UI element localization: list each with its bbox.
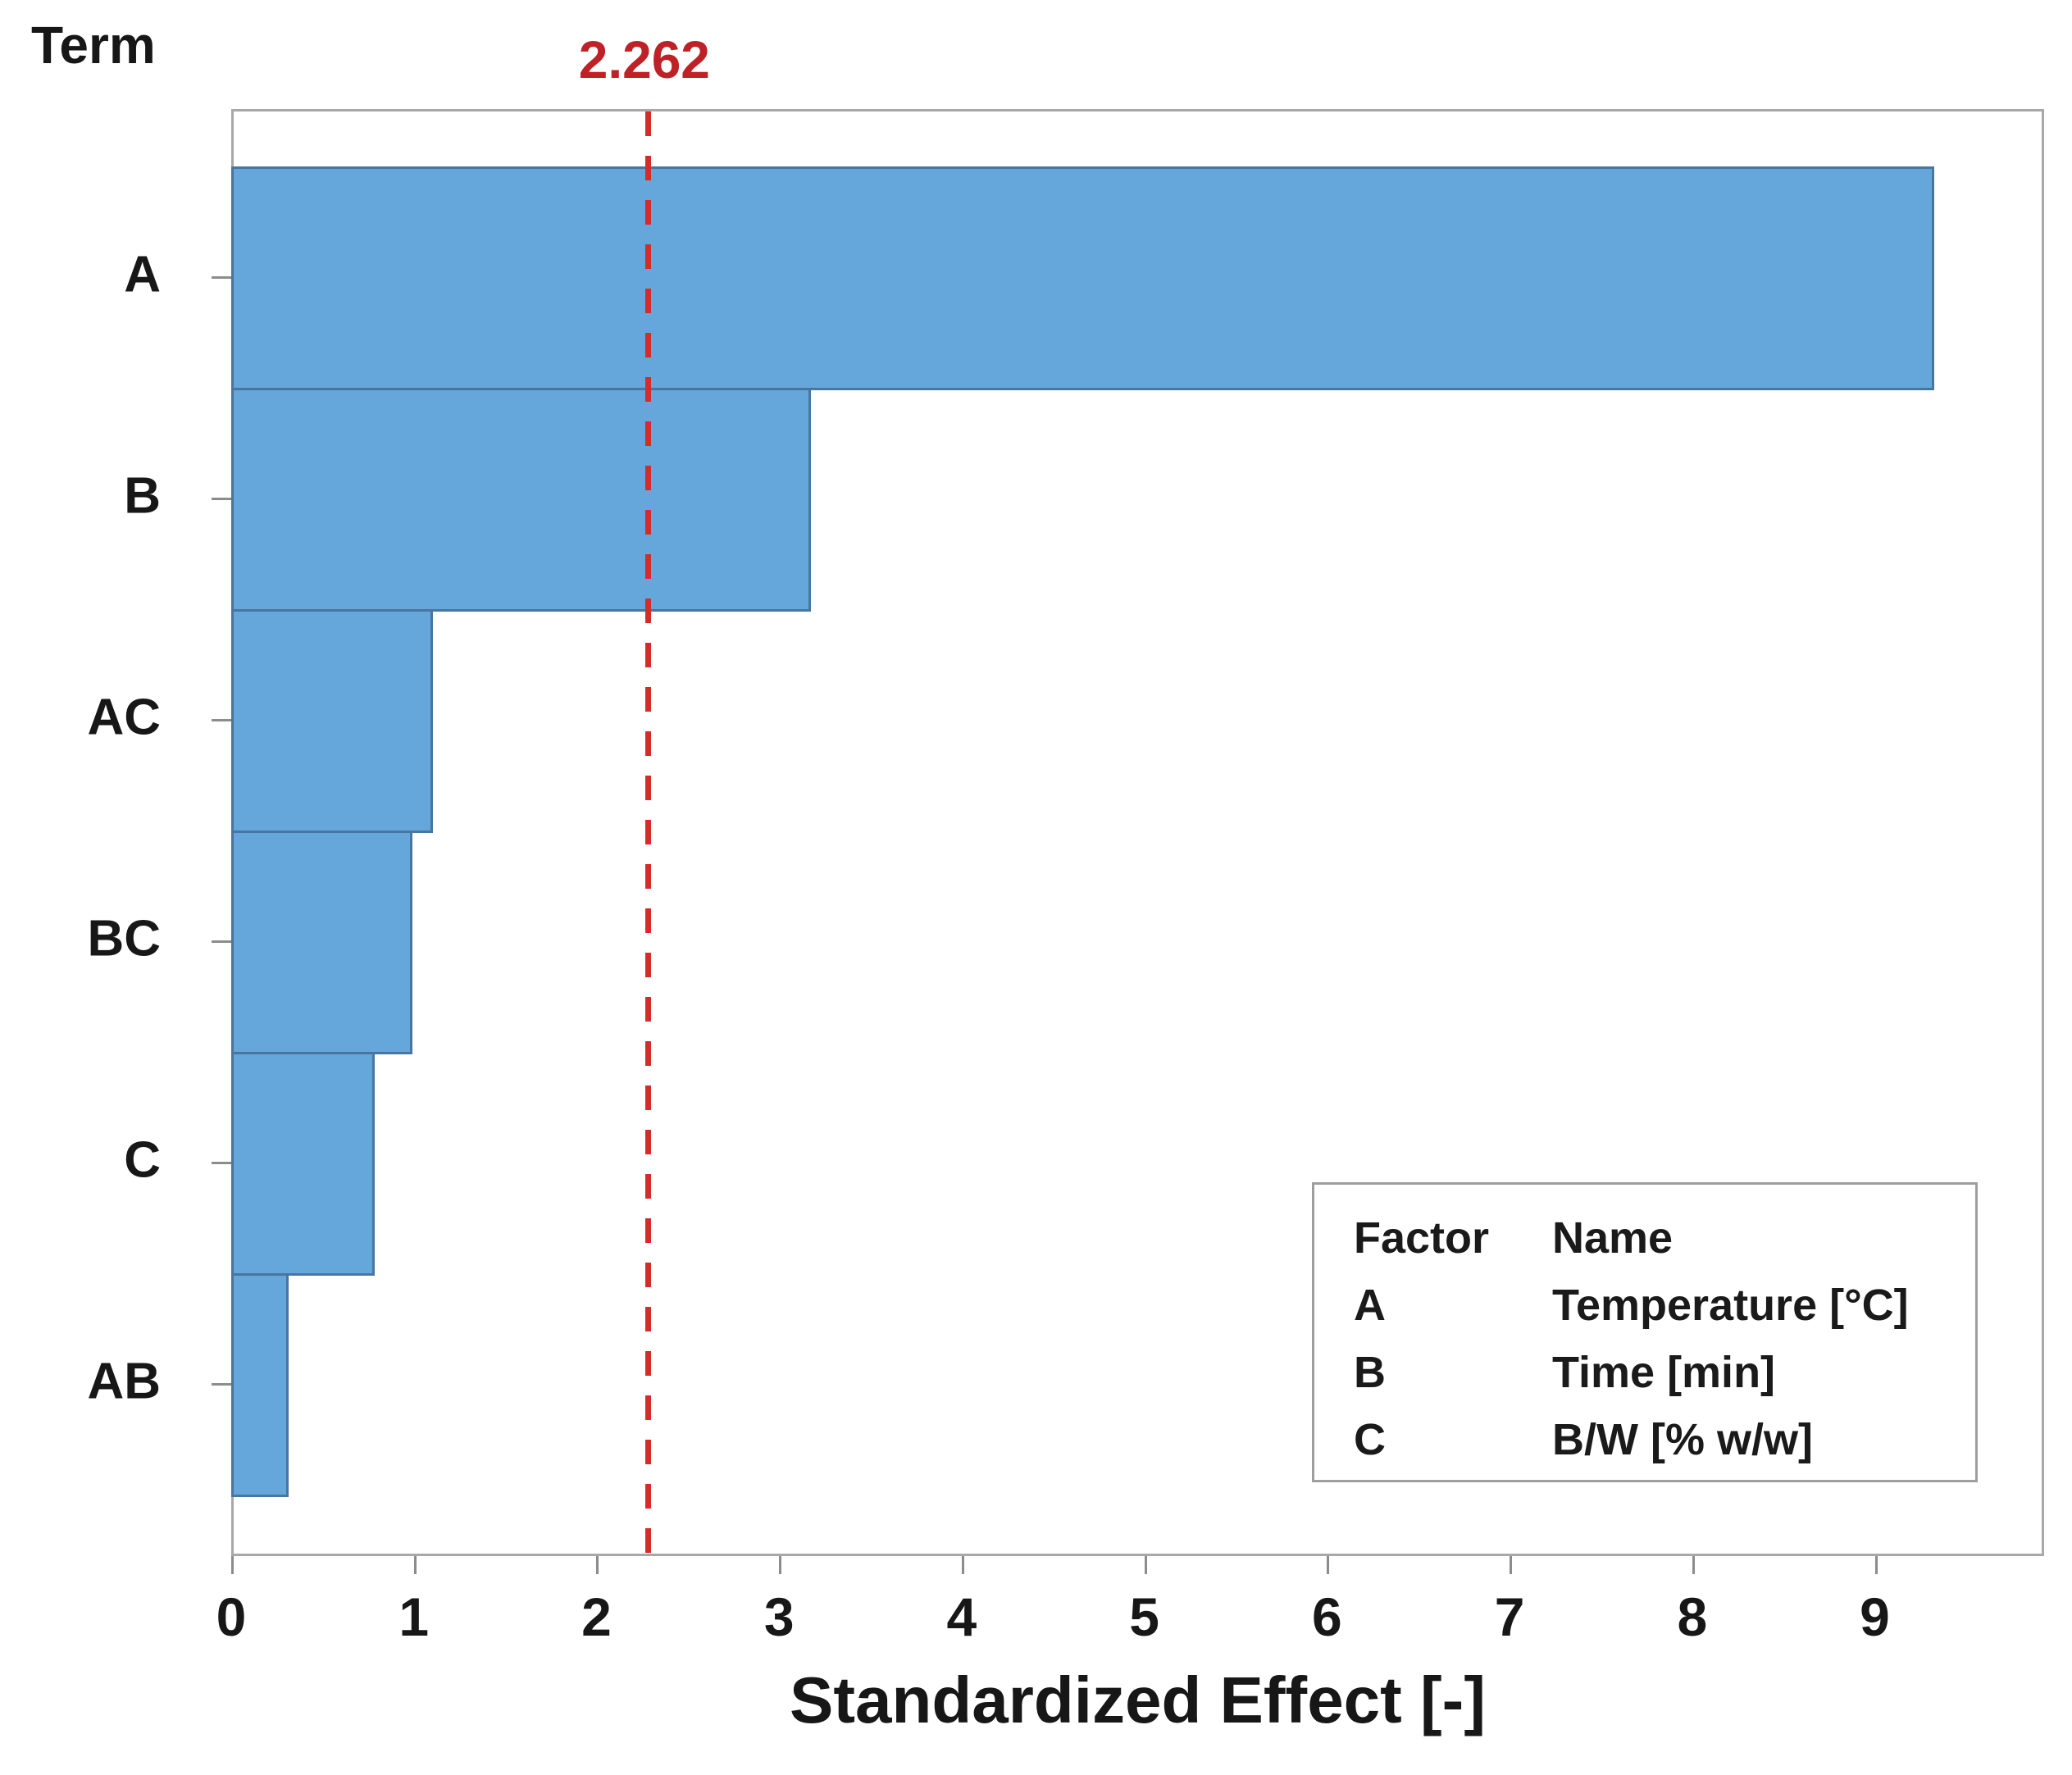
legend-name: B/W [% w/w]: [1552, 1415, 1813, 1464]
x-tick: [1692, 1556, 1695, 1574]
bar-C: [231, 1052, 375, 1276]
bar-AB: [231, 1273, 289, 1497]
x-tick-label-4: 4: [946, 1586, 977, 1647]
y-tick: [212, 719, 231, 721]
x-tick: [1874, 1556, 1878, 1574]
legend-name: Temperature [°C]: [1552, 1281, 1909, 1330]
x-tick: [1144, 1556, 1147, 1574]
term-label-C: C: [124, 1131, 161, 1189]
legend-header-name: Name: [1552, 1213, 1674, 1263]
x-tick-label-6: 6: [1312, 1586, 1342, 1647]
x-tick-label-7: 7: [1494, 1586, 1525, 1647]
bar-BC: [231, 831, 413, 1054]
plot-area: [231, 109, 2044, 1556]
legend-factor: B: [1354, 1348, 1386, 1397]
term-label-B: B: [124, 467, 161, 525]
term-label-AC: AC: [87, 689, 161, 746]
x-tick-label-9: 9: [1860, 1586, 1890, 1647]
term-label-AB: AB: [87, 1353, 161, 1410]
legend-row-C: C B/W [% w/w]: [1314, 1406, 1975, 1473]
x-tick: [413, 1556, 417, 1574]
legend-name: Time [min]: [1552, 1348, 1776, 1397]
bar-A: [231, 166, 1934, 390]
y-axis-title: Term: [31, 16, 156, 75]
x-tick: [231, 1556, 234, 1574]
legend-factor: A: [1354, 1281, 1386, 1330]
x-axis-title: Standardized Effect [-]: [790, 1663, 1486, 1736]
x-tick-label-3: 3: [763, 1586, 795, 1647]
y-tick: [212, 940, 231, 943]
x-tick-label-8: 8: [1677, 1586, 1708, 1647]
x-tick-label-5: 5: [1129, 1586, 1159, 1647]
factor-legend: Factor Name A Temperature [°C] B Time [min]…: [1312, 1182, 1978, 1482]
x-tick-label-1: 1: [398, 1586, 430, 1647]
legend-row-B: B Time [min]: [1314, 1339, 1975, 1406]
legend-header-factor: Factor: [1354, 1213, 1490, 1263]
y-tick: [212, 1162, 231, 1164]
x-tick: [1510, 1556, 1513, 1574]
term-label-BC: BC: [87, 910, 161, 967]
term-label-A: A: [124, 246, 161, 303]
x-tick: [1327, 1556, 1330, 1574]
x-tick: [779, 1556, 782, 1574]
x-tick-label-2: 2: [581, 1586, 612, 1647]
reference-line: [644, 112, 651, 1554]
reference-line-label: 2.262: [578, 30, 710, 89]
legend-header-row: Factor Name: [1314, 1204, 1975, 1272]
y-tick: [212, 1383, 231, 1386]
bar-AC: [231, 609, 433, 833]
x-tick: [596, 1556, 599, 1574]
legend-row-A: A Temperature [°C]: [1314, 1272, 1975, 1339]
bar-B: [231, 388, 811, 612]
x-tick-label-0: 0: [216, 1586, 247, 1647]
y-tick: [212, 276, 231, 279]
x-tick: [961, 1556, 964, 1574]
legend-factor: C: [1354, 1415, 1386, 1464]
y-tick: [212, 498, 231, 500]
